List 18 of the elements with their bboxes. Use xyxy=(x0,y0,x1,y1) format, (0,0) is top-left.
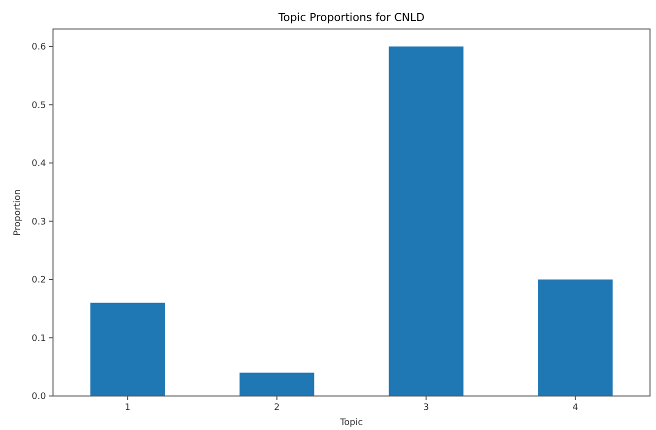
y-tick-label: 0.2 xyxy=(32,276,46,286)
x-tick-label: 3 xyxy=(423,403,429,413)
bar xyxy=(90,302,165,396)
bar xyxy=(240,372,314,396)
y-tick-label: 0.4 xyxy=(32,159,46,170)
y-tick-label: 0.6 xyxy=(32,42,46,53)
x-axis-title: Topic xyxy=(339,418,363,428)
y-tick-label: 0.0 xyxy=(32,392,46,402)
y-tick-label: 0.3 xyxy=(32,217,46,228)
y-tick-label: 0.5 xyxy=(32,100,46,111)
y-tick-label: 0.1 xyxy=(32,334,46,344)
y-axis-title: Proportion xyxy=(13,189,23,236)
x-tick-label: 1 xyxy=(124,403,130,413)
chart-title: Topic Proportions for CNLD xyxy=(277,11,425,24)
bar xyxy=(388,46,464,396)
x-tick-label: 4 xyxy=(572,403,579,413)
x-tick-label: 2 xyxy=(274,403,280,413)
bar xyxy=(538,279,613,396)
